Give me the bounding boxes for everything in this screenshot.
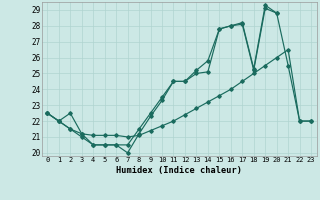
X-axis label: Humidex (Indice chaleur): Humidex (Indice chaleur) (116, 166, 242, 175)
